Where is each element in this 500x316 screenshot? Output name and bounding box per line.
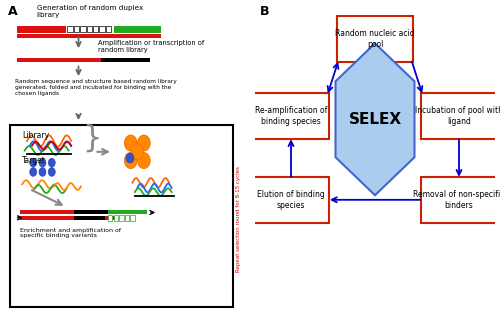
- Text: Removal of non-specific
binders: Removal of non-specific binders: [414, 190, 500, 210]
- Bar: [100, 58, 150, 62]
- Bar: [17, 58, 100, 62]
- Text: Target: Target: [22, 156, 46, 166]
- FancyBboxPatch shape: [336, 15, 413, 62]
- Circle shape: [30, 167, 36, 176]
- Circle shape: [39, 158, 46, 167]
- Bar: [93, 26, 98, 32]
- Bar: [74, 210, 108, 214]
- Bar: [114, 26, 160, 33]
- Bar: [17, 26, 66, 33]
- Circle shape: [124, 153, 137, 169]
- Bar: [125, 215, 129, 221]
- Text: }: }: [82, 123, 102, 152]
- Bar: [100, 26, 104, 32]
- FancyBboxPatch shape: [420, 93, 498, 139]
- Text: Re-amplification of
binding species: Re-amplification of binding species: [255, 106, 327, 126]
- Text: Repeat selection round for 8-15 cycles: Repeat selection round for 8-15 cycles: [236, 166, 242, 272]
- Bar: [74, 26, 79, 32]
- Text: SELEX: SELEX: [348, 112, 402, 127]
- FancyBboxPatch shape: [10, 125, 233, 307]
- FancyBboxPatch shape: [420, 177, 498, 223]
- FancyBboxPatch shape: [252, 93, 330, 139]
- Bar: [68, 26, 73, 32]
- Circle shape: [126, 153, 134, 163]
- Bar: [106, 26, 111, 32]
- Text: Generation of random duplex
library: Generation of random duplex library: [37, 5, 143, 18]
- Text: Amplification or transcription of
random library: Amplification or transcription of random…: [98, 40, 204, 53]
- Text: Library: Library: [22, 131, 50, 140]
- Circle shape: [131, 144, 143, 160]
- Text: Incubation of pool with
ligand: Incubation of pool with ligand: [415, 106, 500, 126]
- Bar: [80, 26, 86, 32]
- Bar: [20, 210, 117, 214]
- Bar: [74, 216, 106, 220]
- Text: B: B: [260, 5, 270, 18]
- Polygon shape: [336, 43, 414, 195]
- Bar: [114, 215, 118, 221]
- Bar: [17, 34, 161, 38]
- Circle shape: [30, 158, 36, 167]
- Circle shape: [48, 158, 55, 167]
- Text: Random nucleic acid
pool: Random nucleic acid pool: [335, 29, 415, 49]
- Text: Enrichment and amplification of
specific binding variants: Enrichment and amplification of specific…: [20, 228, 120, 239]
- Bar: [108, 210, 147, 214]
- Circle shape: [48, 167, 55, 176]
- Bar: [86, 26, 92, 32]
- Text: A: A: [8, 5, 17, 18]
- Circle shape: [138, 153, 150, 169]
- Circle shape: [138, 135, 150, 151]
- Text: Random sequence and structure based random library
generated, folded and incubat: Random sequence and structure based rand…: [15, 79, 176, 96]
- Circle shape: [39, 167, 46, 176]
- Bar: [108, 215, 112, 221]
- Circle shape: [124, 135, 137, 151]
- Text: Elution of binding
species: Elution of binding species: [257, 190, 325, 210]
- FancyBboxPatch shape: [252, 177, 330, 223]
- Bar: [119, 215, 124, 221]
- Bar: [130, 215, 135, 221]
- Bar: [20, 216, 117, 220]
